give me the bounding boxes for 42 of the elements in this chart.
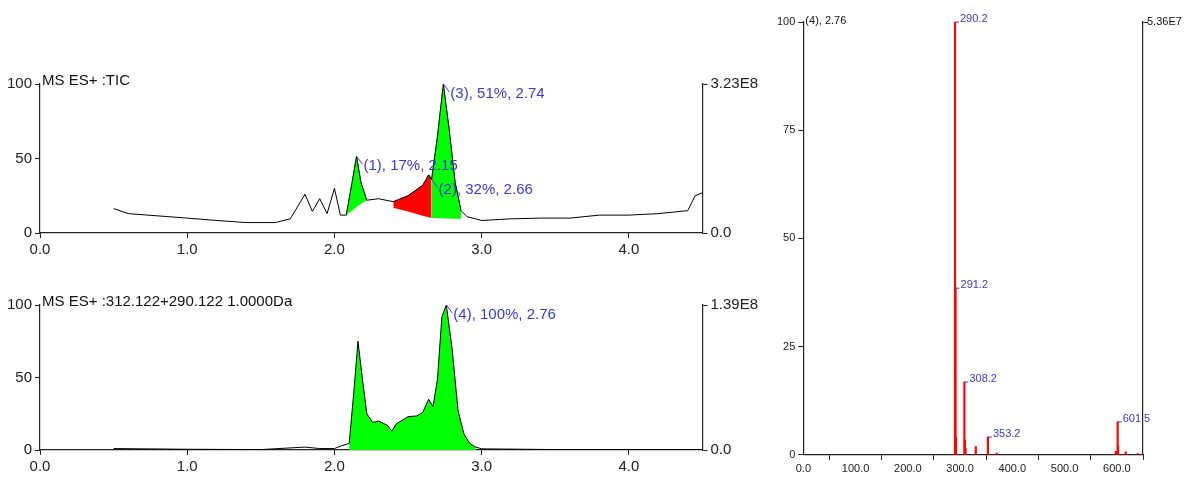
y-tick-label: 100 xyxy=(7,295,33,313)
y-tick-label: 25 xyxy=(783,339,796,352)
y-tick-label: 50 xyxy=(783,231,796,244)
y2-tick-label: 3.23E8 xyxy=(710,74,759,92)
chart-title: MS ES+ :312.122+290.122 1.0000Da xyxy=(42,291,293,309)
x-tick-label: 2.0 xyxy=(324,457,345,475)
y2-tick-label: 0.0 xyxy=(710,440,732,458)
y-tick-label: 50 xyxy=(15,148,33,166)
y-tick-label: 75 xyxy=(783,123,796,136)
annotation: 291.2 xyxy=(960,278,989,291)
chart-title: (4), 2.76 xyxy=(805,13,847,26)
x-tick-label: 0.0 xyxy=(29,240,51,258)
x-tick-label: 400.0 xyxy=(998,462,1027,475)
x-tick-label: 4.0 xyxy=(618,240,640,258)
y2-tick-label: 1.39E8 xyxy=(710,295,759,313)
x-tick-label: 2.0 xyxy=(324,240,345,258)
y-tick-label: 0 xyxy=(23,440,33,458)
x-tick-label: 200.0 xyxy=(894,462,922,475)
y-tick-label: 0 xyxy=(789,447,796,460)
annotation: (3), 51%, 2.74 xyxy=(450,84,545,102)
x-tick-label: 1.0 xyxy=(176,240,198,258)
x-tick-label: 500.0 xyxy=(1050,462,1079,475)
x-tick-label: 3.0 xyxy=(471,240,493,258)
x-tick-label: 300.0 xyxy=(946,462,974,475)
y-tick-label: 100 xyxy=(776,15,796,28)
y-tick-label: 100 xyxy=(7,74,33,92)
x-tick-label: 600.0 xyxy=(1103,462,1131,475)
annotation: (4), 100%, 2.76 xyxy=(453,305,556,323)
y-tick-label: 50 xyxy=(15,367,33,385)
y2-tick-label: 0.0 xyxy=(710,223,732,241)
x-tick-label: 4.0 xyxy=(618,457,640,475)
x-tick-label: 100.0 xyxy=(841,462,870,475)
x-tick-label: 1.0 xyxy=(176,457,198,475)
x-tick-label: 0.0 xyxy=(795,462,811,475)
annotation: 353.2 xyxy=(992,427,1021,440)
text: 5.36E7 xyxy=(1147,15,1182,28)
y-tick-label: 0 xyxy=(23,223,33,241)
annotation: 290.2 xyxy=(959,12,988,25)
x-tick-label: 3.0 xyxy=(471,457,493,475)
annotation: 308.2 xyxy=(969,372,997,385)
x-tick-label: 0.0 xyxy=(29,457,51,475)
chart-title: MS ES+ :TIC xyxy=(42,70,131,88)
